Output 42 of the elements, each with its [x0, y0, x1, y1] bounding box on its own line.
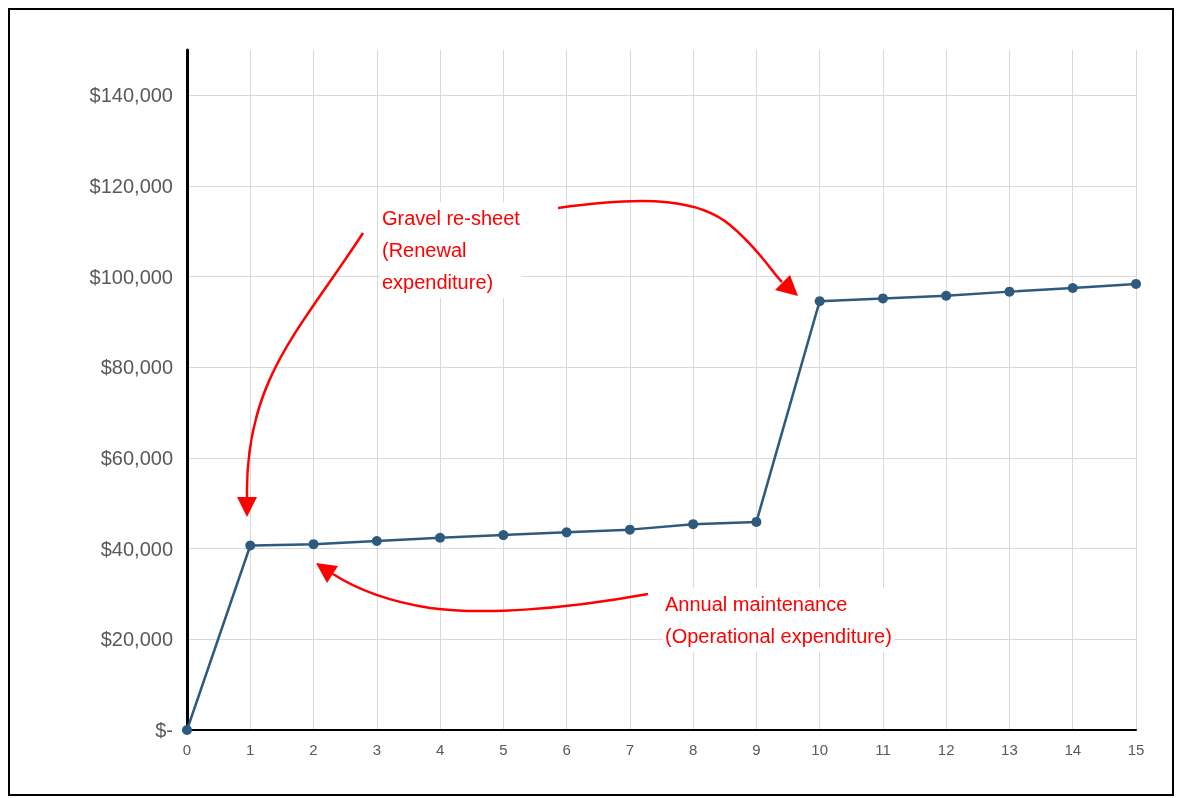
point — [877, 293, 888, 304]
annotation: Gravel re-sheet (Renewal expenditure) — [382, 207, 521, 293]
y-tick-label: $60,000 — [100, 447, 173, 469]
x-tick-label: 7 — [625, 741, 635, 758]
x-tick-label: 9 — [752, 741, 761, 758]
point — [624, 524, 635, 535]
y-tick-label: $140,000 — [89, 84, 173, 107]
y-tick-label: $120,000 — [89, 175, 173, 197]
point — [308, 539, 319, 550]
x-tick-label: 3 — [372, 741, 381, 758]
point — [941, 290, 952, 301]
x-tick-label: 5 — [499, 741, 508, 758]
y-tick-label: $20,000 — [100, 628, 173, 651]
point — [1067, 283, 1078, 293]
x-tick-label: 13 — [1001, 741, 1018, 758]
x-tick-label: 10 — [811, 741, 829, 758]
x-tick-label: 8 — [688, 741, 698, 758]
y-tick-label: $80,000 — [100, 356, 173, 379]
x-tick-label: 1 — [246, 741, 255, 758]
point — [371, 535, 382, 546]
point — [435, 532, 446, 543]
point — [561, 527, 572, 538]
y-tick-label: $100,000 — [89, 265, 173, 288]
x-tick-label: 14 — [1064, 741, 1082, 758]
point — [245, 540, 256, 551]
y-tick-label: $- — [155, 719, 173, 741]
point — [1004, 286, 1015, 297]
x-tick-label: 0 — [182, 741, 192, 758]
x-tick-label: 15 — [1127, 741, 1145, 758]
point — [751, 516, 762, 527]
point — [498, 530, 509, 541]
x-tick-label: 12 — [937, 741, 955, 758]
annotation: Annual maintenance (Operational expenditure) — [665, 593, 892, 647]
y-tick-label: $40,000 — [100, 537, 173, 560]
x-tick-label: 2 — [309, 741, 318, 758]
x-tick-label: 11 — [875, 741, 891, 758]
x-tick-label: 6 — [562, 741, 571, 758]
x-tick-label: 4 — [435, 741, 445, 758]
point — [1131, 278, 1141, 289]
point — [182, 725, 192, 735]
point — [814, 296, 825, 307]
point — [688, 519, 699, 530]
